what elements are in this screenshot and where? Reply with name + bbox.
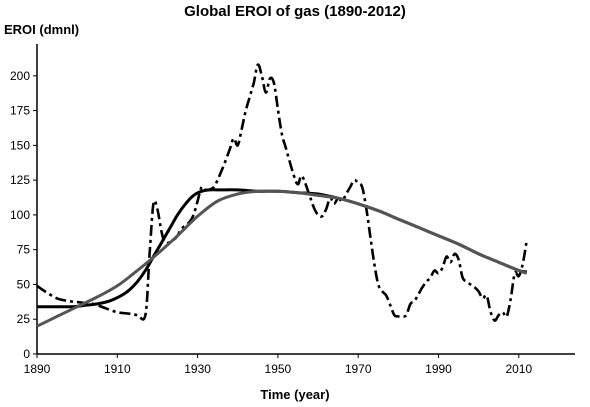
x-tick-label: 1970 bbox=[345, 362, 372, 376]
y-axis-label: EROI (dmnl) bbox=[4, 22, 80, 37]
y-tick-label: 150 bbox=[10, 138, 30, 152]
y-tick-label: 25 bbox=[17, 312, 31, 326]
x-tick-label: 1910 bbox=[104, 362, 131, 376]
y-tick-label: 50 bbox=[17, 277, 31, 291]
series-layer bbox=[36, 63, 529, 328]
y-tick-label: 125 bbox=[10, 173, 30, 187]
x-tick-label: 2010 bbox=[505, 362, 532, 376]
y-tick-label: 100 bbox=[10, 208, 30, 222]
x-axis-label: Time (year) bbox=[260, 387, 330, 402]
y-tick-label: 75 bbox=[17, 243, 31, 257]
y-tick-label: 0 bbox=[23, 347, 30, 361]
x-tick-label: 1950 bbox=[265, 362, 292, 376]
y-tick-label: 175 bbox=[10, 104, 30, 118]
x-tick-label: 1990 bbox=[425, 362, 452, 376]
x-tick-label: 1930 bbox=[184, 362, 211, 376]
series-line-fit-gray bbox=[36, 189, 528, 328]
axes: 0 25 50 75 100 125 150 175 200 1890 1910 1930 1950 19… bbox=[10, 44, 575, 376]
y-tick-label: 200 bbox=[10, 69, 30, 83]
x-tick-label: 1890 bbox=[24, 362, 51, 376]
chart-title: Global EROI of gas (1890-2012) bbox=[184, 3, 406, 20]
